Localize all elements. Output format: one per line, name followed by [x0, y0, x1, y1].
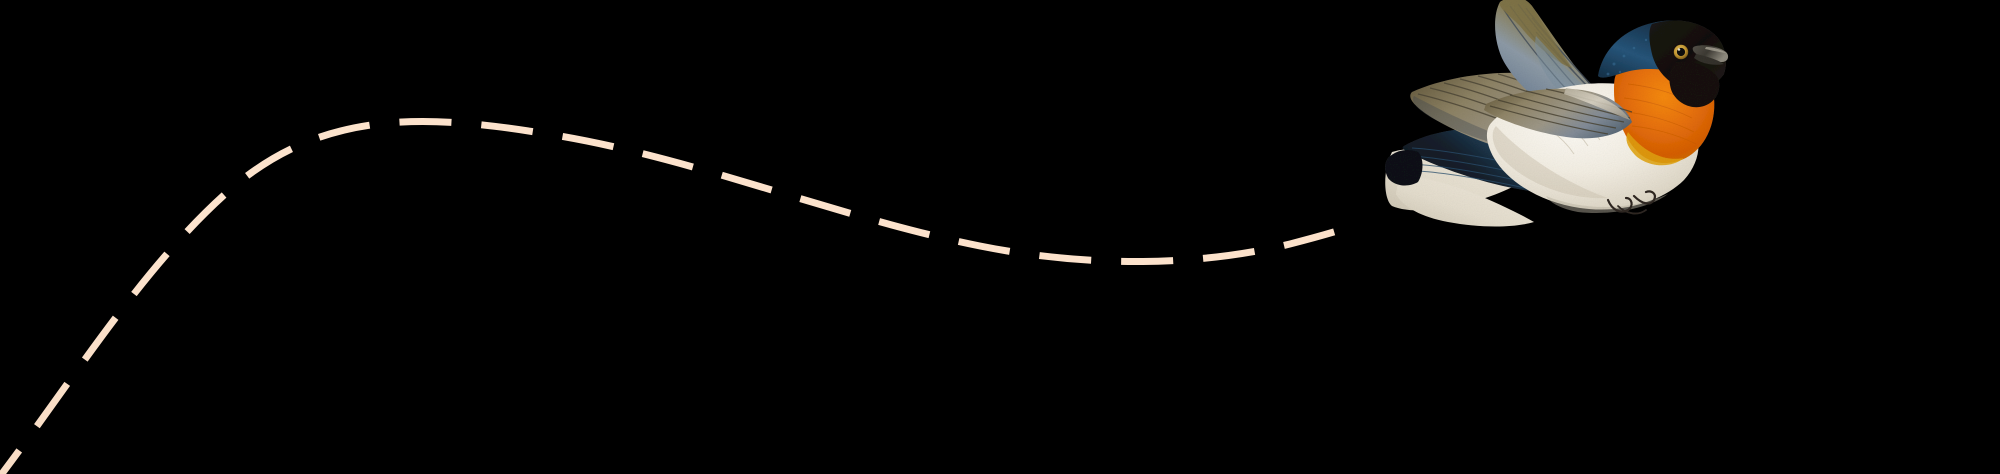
upper-wing-olive-edge — [1499, 0, 1572, 68]
foot-right — [1632, 190, 1656, 205]
head — [1598, 20, 1729, 108]
beak-lower — [1694, 54, 1724, 65]
feet — [1606, 190, 1656, 215]
flight-path — [0, 117, 1364, 474]
head-mask-cheek — [1669, 61, 1720, 108]
eye-glint — [1677, 48, 1681, 51]
throat-gold-edge — [1626, 132, 1684, 166]
beak-highlight — [1705, 47, 1726, 53]
tail-tip-dark — [1385, 150, 1423, 186]
flying-bird — [1385, 0, 1729, 227]
crown-speckles — [1606, 38, 1648, 76]
foot-left — [1606, 196, 1633, 213]
beak-upper — [1692, 45, 1729, 62]
foot-toe — [1617, 205, 1647, 215]
eye — [1673, 44, 1689, 60]
lower-wing-overlap-lines — [1489, 88, 1633, 135]
tail-white-lower — [1396, 176, 1534, 227]
body-underside-shadow — [1546, 194, 1668, 214]
lower-wing-overlap-coverts — [1564, 88, 1630, 120]
flight-path-group — [0, 117, 1364, 474]
body-flank-shadow — [1492, 126, 1608, 199]
beak — [1692, 45, 1729, 65]
